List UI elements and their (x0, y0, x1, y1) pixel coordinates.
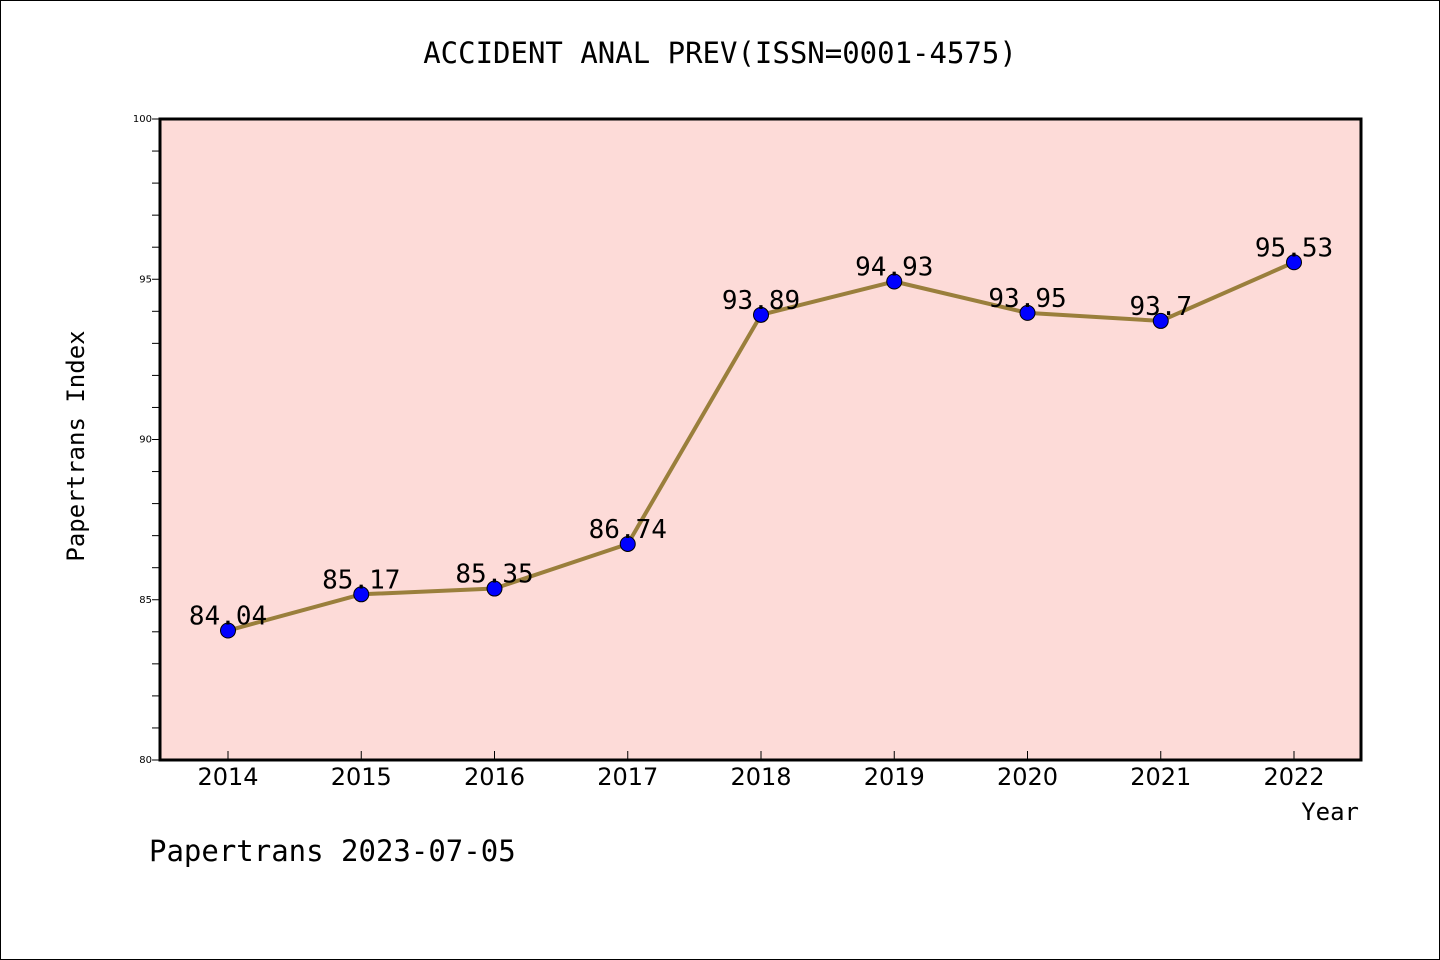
data-point-marker (1019, 304, 1036, 321)
x-axis: 2014 2015 2016 2017 2018 2019 2020 2021 2022 (197, 751, 1325, 791)
x-tick-label: 2017 (597, 763, 658, 791)
data-label: 85.17 (322, 565, 400, 595)
y-tick-label: 100 (133, 114, 152, 125)
data-point-marker (619, 535, 636, 552)
data-point-marker (220, 622, 236, 639)
y-tick-label: 95 (139, 274, 152, 285)
x-tick-label: 2022 (1263, 763, 1324, 791)
data-label: 93.7 (1129, 292, 1192, 322)
plot-area (158, 117, 1363, 762)
y-tick-label: 80 (139, 755, 152, 766)
data-point-marker (486, 580, 503, 597)
data-point-marker (753, 306, 769, 323)
data-point-marker (1286, 254, 1302, 271)
y-tick-label: 90 (139, 435, 152, 446)
data-label: 95.53 (1255, 233, 1333, 263)
x-tick-label: 2015 (331, 763, 392, 791)
series-papertrans-index: 84.04 85.17 85.35 86.74 93.89 94.93 93.95 93.7 9… (189, 233, 1333, 639)
x-axis-label: Year (1301, 798, 1359, 826)
footer-note: Papertrans 2023-07-05 (149, 834, 516, 868)
data-label: 94.93 (855, 252, 933, 282)
data-point-marker (1152, 312, 1169, 329)
x-tick-label: 2021 (1130, 763, 1191, 791)
data-label: 93.89 (722, 286, 800, 316)
x-tick-label: 2018 (730, 763, 791, 791)
data-label: 93.95 (988, 284, 1066, 314)
x-tick-label: 2014 (197, 763, 258, 791)
x-tick-label: 2020 (997, 763, 1058, 791)
chart-title: ACCIDENT ANAL PREV(ISSN=0001-4575) (423, 36, 1017, 70)
data-label: 86.74 (589, 515, 667, 545)
data-label: 85.35 (455, 560, 533, 590)
y-tick-label: 85 (139, 595, 152, 606)
y-axis-label: Papertrans Index (62, 330, 90, 561)
data-label: 84.04 (189, 602, 267, 632)
y-axis: 80 85 90 95 100 (133, 114, 160, 766)
x-tick-label: 2019 (864, 763, 925, 791)
x-tick-label: 2016 (464, 763, 525, 791)
data-point-marker (886, 273, 903, 290)
data-point-marker (353, 586, 370, 603)
